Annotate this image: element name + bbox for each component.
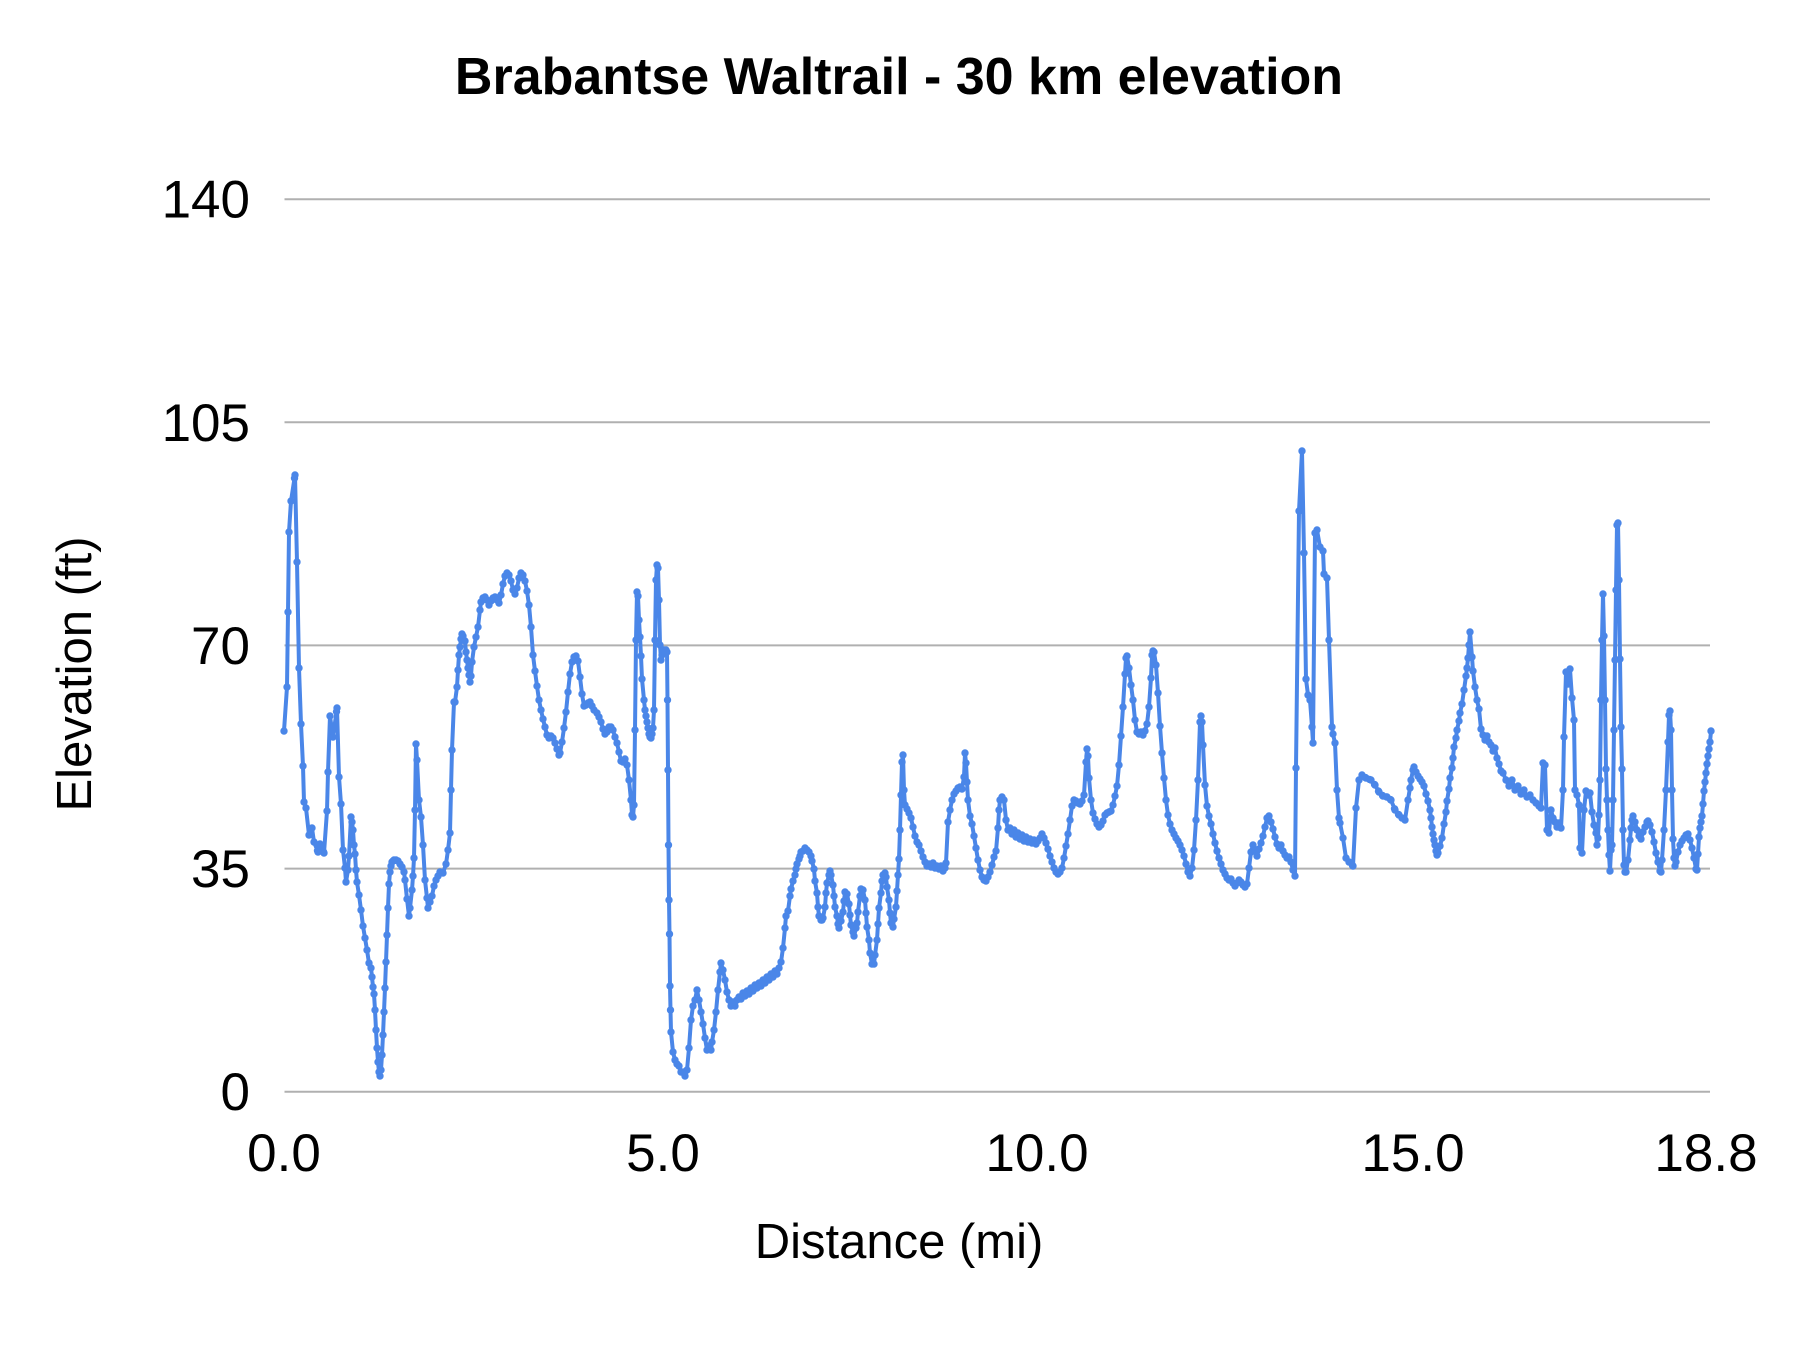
- svg-text:15.0: 15.0: [1361, 1124, 1464, 1183]
- svg-text:35: 35: [191, 840, 250, 899]
- svg-text:70: 70: [191, 617, 250, 676]
- svg-text:Elevation (ft): Elevation (ft): [48, 536, 102, 811]
- svg-text:0.0: 0.0: [247, 1124, 321, 1183]
- svg-text:5.0: 5.0: [626, 1124, 700, 1183]
- svg-text:Brabantse Waltrail - 30 km ele: Brabantse Waltrail - 30 km elevation: [455, 48, 1343, 106]
- svg-text:Distance (mi): Distance (mi): [755, 1215, 1044, 1269]
- svg-text:105: 105: [162, 394, 250, 453]
- svg-text:140: 140: [162, 171, 250, 230]
- svg-text:0: 0: [221, 1063, 250, 1122]
- svg-text:18.8: 18.8: [1654, 1124, 1757, 1183]
- svg-text:10.0: 10.0: [985, 1124, 1088, 1183]
